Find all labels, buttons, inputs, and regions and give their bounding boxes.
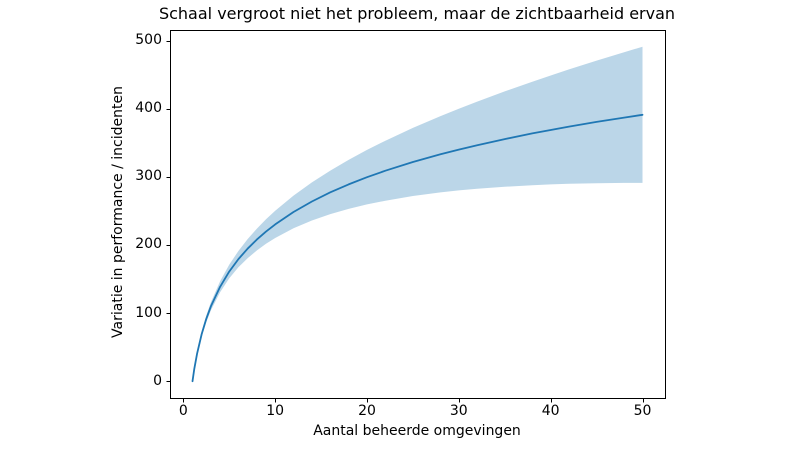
x-tick-label: 30 (449, 403, 468, 419)
y-tick-label: 0 (153, 372, 162, 389)
y-tick-label: 100 (135, 304, 162, 321)
x-tick-label: 10 (266, 403, 285, 419)
y-tick-label: 300 (135, 168, 162, 185)
x-tick-label: 40 (541, 403, 560, 419)
y-tick-label: 500 (135, 32, 162, 49)
confidence-band (192, 46, 643, 383)
trend-line (191, 113, 644, 383)
y-tick-label: 400 (135, 100, 162, 117)
axes-spines (170, 30, 666, 399)
y-axis-label: Variatie in performance / incidenten (110, 86, 126, 338)
chart-title: Schaal vergroot niet het probleem, maar … (158, 4, 676, 23)
x-tick-label: 20 (358, 403, 376, 419)
x-tick-label: 50 (633, 403, 652, 419)
x-axis-label: Aantal beheerde omgevingen (313, 423, 521, 439)
x-tick-label: 0 (178, 403, 188, 419)
y-tick-label: 200 (135, 236, 162, 253)
